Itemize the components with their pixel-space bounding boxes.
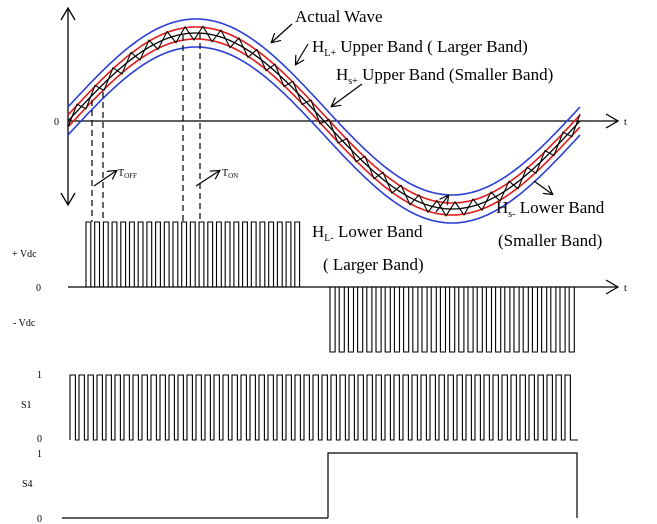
dashed-projection-lines (91, 33, 201, 222)
s4-zero-label: 0 (37, 514, 42, 524)
label-t-on-sub: ON (228, 172, 238, 180)
label-t-on-main: T (222, 168, 228, 179)
label-hl-plus-rest: Upper Band ( Larger Band) (336, 37, 528, 56)
label-t-off-sub: OFF (124, 172, 137, 180)
s1-one-label: 1 (37, 370, 42, 381)
s1-switching-signal (69, 374, 578, 441)
label-hl-plus-sub: L+ (324, 48, 336, 59)
top-vertical-axis-arrow-down (60, 192, 76, 207)
label-hs-minus-rest: Lower Band (516, 198, 605, 217)
mid-t-label: t (624, 283, 627, 294)
top-t-label: t (624, 117, 627, 128)
label-hl-minus-main: H (312, 222, 324, 241)
label-t-off: TOFF (118, 168, 137, 180)
top-vertical-axis-arrow-up (60, 6, 76, 21)
label-hl-minus-sub: L- (324, 233, 333, 244)
larger-upper-band (67, 18, 581, 196)
label-hl-minus-line2: ( Larger Band) (323, 255, 424, 274)
arrow-t-off (93, 171, 116, 187)
mid-time-axis-arrow (605, 279, 620, 295)
label-actual-wave: Actual Wave (295, 7, 383, 26)
top-time-axis-arrow (605, 113, 620, 129)
smaller-lower-band (67, 38, 581, 216)
s1-zero-label: 0 (37, 434, 42, 445)
plus-vdc-label: + Vdc (12, 249, 37, 260)
s4-label: S4 (22, 479, 33, 490)
label-hs-minus-sub: s- (508, 209, 515, 220)
mid-zero-label: 0 (36, 283, 41, 294)
label-hl-plus-main: H (312, 37, 324, 56)
label-hs-plus-sub: s+ (348, 76, 358, 87)
label-t-on: TON (222, 168, 238, 180)
label-hs-minus: Hs- Lower Band (496, 198, 605, 220)
arrow-hl-plus (296, 43, 309, 64)
label-hl-minus: HL- Lower Band (312, 222, 423, 244)
label-t-off-main: T (118, 168, 124, 179)
inverter-output-voltage (85, 221, 580, 353)
larger-lower-band (67, 46, 581, 224)
arrow-hs-minus (533, 180, 552, 194)
arrow-t-on (195, 171, 219, 187)
top-zero-label: 0 (54, 117, 59, 128)
label-hs-plus-rest: Upper Band (Smaller Band) (358, 65, 553, 84)
arrow-hs-plus (332, 83, 363, 106)
s4-switching-signal (327, 452, 578, 518)
label-hs-minus-main: H (496, 198, 508, 217)
s1-label: S1 (21, 400, 32, 411)
label-hs-minus-line2: (Smaller Band) (498, 231, 602, 250)
pointer-arrows (93, 23, 552, 213)
s4-one-label: 1 (37, 449, 42, 460)
arrow-hl-minus (435, 196, 448, 213)
minus-vdc-label: - Vdc (13, 318, 36, 329)
label-hs-plus-main: H (336, 65, 348, 84)
label-hl-plus: HL+ Upper Band ( Larger Band) (312, 37, 528, 59)
label-hl-minus-rest: Lower Band (334, 222, 423, 241)
smaller-upper-band (67, 26, 581, 204)
label-hs-plus: Hs+ Upper Band (Smaller Band) (336, 65, 553, 87)
switching-current-waveform (67, 25, 581, 217)
arrow-actual-wave (272, 23, 293, 42)
